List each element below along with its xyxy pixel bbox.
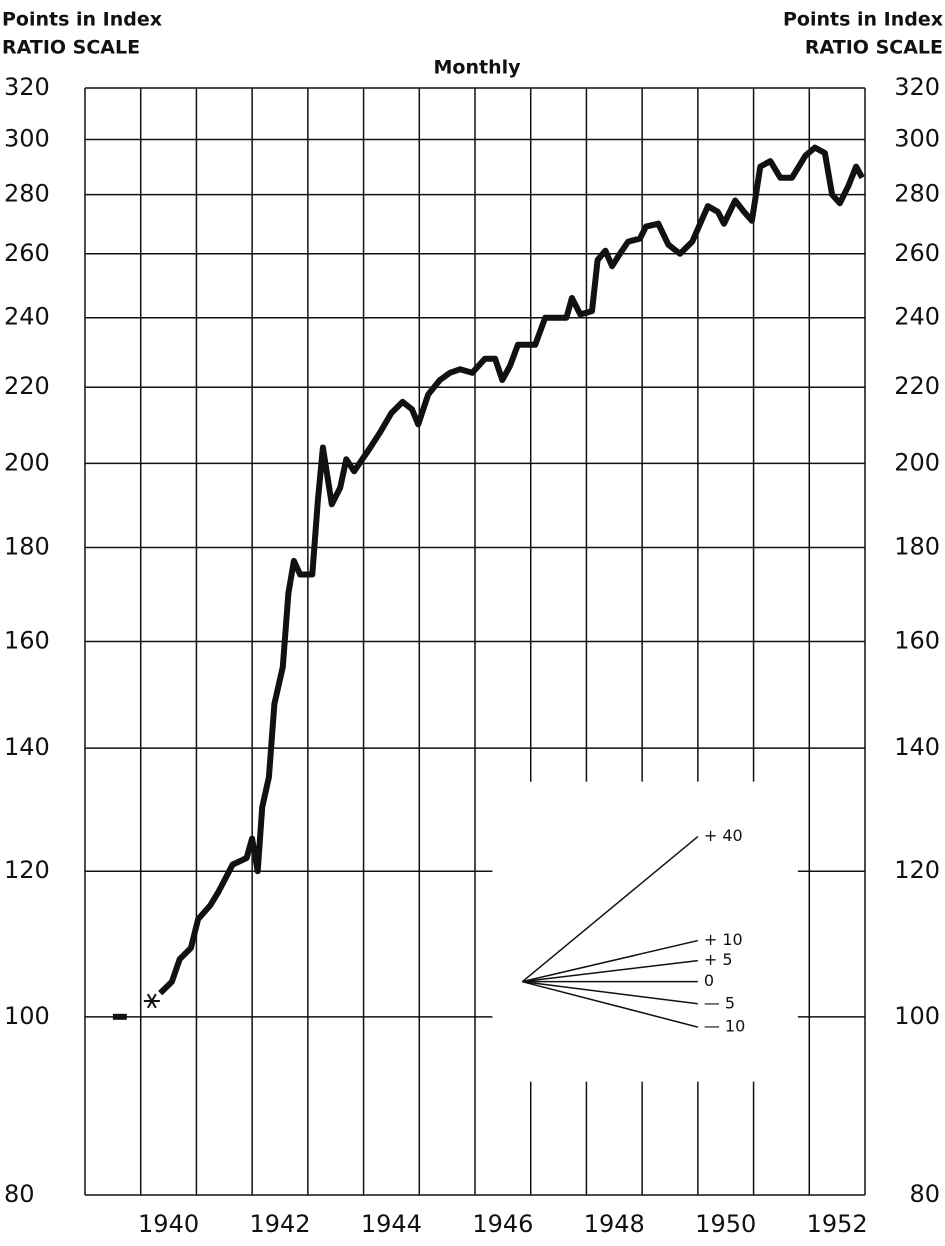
y-label-bottom-right: RATIO SCALE (805, 37, 943, 59)
y-tick-label-right: 120 (894, 856, 940, 884)
y-tick-label-left: 280 (4, 180, 50, 208)
y-tick-label-left: 140 (4, 733, 50, 761)
star-stroke (146, 993, 157, 1009)
y-tick-label-right: 80 (909, 1180, 940, 1208)
y-tick-label-left: 180 (4, 532, 50, 560)
x-tick-label: 1940 (138, 1210, 199, 1238)
x-tick-label: 1948 (584, 1210, 645, 1238)
y-label-bottom-left: RATIO SCALE (2, 37, 140, 59)
y-tick-label-right: 300 (894, 125, 940, 153)
y-tick-label-right: 240 (894, 303, 940, 331)
key-label: + 40 (704, 826, 743, 845)
key-label: + 5 (704, 950, 733, 969)
y-tick-label-right: 140 (894, 733, 940, 761)
key-ray (521, 835, 699, 983)
x-tick-label: 1952 (807, 1210, 868, 1238)
key-ray (522, 939, 699, 983)
y-tick-label-left: 80 (4, 1180, 35, 1208)
data-line (158, 144, 865, 996)
y-label-top-right: Points in Index (783, 9, 943, 31)
y-tick-label-left: 220 (4, 372, 50, 400)
star-marker (143, 993, 160, 1009)
y-tick-label-right: 180 (894, 532, 940, 560)
y-tick-label-right: 200 (894, 448, 940, 476)
y-tick-label-right: 220 (894, 372, 940, 400)
y-tick-label-left: 300 (4, 125, 50, 153)
y-tick-label-left: 120 (4, 856, 50, 884)
key-label: + 10 (704, 930, 743, 949)
y-label-top-left: Points in Index (2, 9, 162, 31)
y-tick-label-left: 260 (4, 239, 50, 267)
y-tick-label-left: 240 (4, 303, 50, 331)
x-tick-label: 1946 (472, 1210, 533, 1238)
x-tick-label: 1942 (249, 1210, 310, 1238)
x-tick-label: 1950 (695, 1210, 756, 1238)
y-tick-label-right: 260 (894, 239, 940, 267)
y-tick-label-right: 100 (894, 1002, 940, 1030)
y-tick-label-left: 100 (4, 1002, 50, 1030)
key-ray (522, 980, 698, 1005)
key-ray (522, 959, 698, 983)
y-tick-label-right: 280 (894, 180, 940, 208)
key-ray (522, 980, 699, 1028)
key-label: 0 (704, 971, 714, 990)
x-tick-label: 1944 (361, 1210, 422, 1238)
y-tick-label-left: 320 (4, 73, 50, 101)
key-label: — 10 (704, 1017, 745, 1036)
key-panel (492, 781, 798, 1082)
y-tick-label-left: 160 (4, 627, 50, 655)
y-tick-label-right: 320 (894, 73, 940, 101)
y-tick-label-right: 160 (894, 627, 940, 655)
chart-title: Monthly (434, 57, 522, 79)
key-label: — 5 (704, 993, 735, 1012)
y-tick-label-left: 200 (4, 448, 50, 476)
